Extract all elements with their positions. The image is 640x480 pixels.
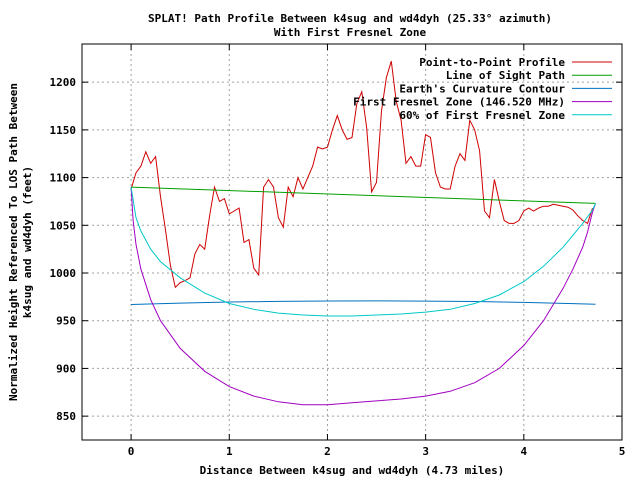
x-tick-label: 3: [422, 445, 429, 458]
legend-label-line-of-sight-path: Line of Sight Path: [446, 69, 565, 82]
legend-label-60-of-first-fresnel-zone: 60% of First Fresnel Zone: [399, 109, 565, 122]
plot-area: [130, 61, 596, 406]
y-tick-label: 850: [56, 410, 76, 423]
grid: [82, 44, 623, 440]
chart-title: SPLAT! Path Profile Between k4sug and wd…: [148, 12, 552, 25]
legend-label-first-fresnel-zone-146-520-mhz: First Fresnel Zone (146.520 MHz): [353, 96, 565, 109]
x-tick-label: 5: [619, 445, 626, 458]
y-tick-label: 1050: [50, 219, 77, 232]
chart-subtitle: With First Fresnel Zone: [274, 26, 427, 39]
series-line-earth-s-curvature-contour: [131, 300, 596, 305]
axis-ticks: 0 1 2 3 4 5 850 900 950 1000 1050 1100 1150 1200: [50, 44, 626, 458]
x-tick-label: 4: [521, 445, 528, 458]
y-tick-label: 1000: [50, 267, 77, 280]
legend-label-point-to-point-profile: Point-to-Point Profile: [419, 56, 565, 69]
y-tick-label: 1150: [50, 124, 77, 137]
legend-label-earth-s-curvature-contour: Earth's Curvature Contour: [399, 82, 565, 95]
x-tick-label: 2: [324, 445, 331, 458]
series-line-point-to-point-profile: [130, 61, 593, 289]
series-line-60-of-first-fresnel-zone: [130, 187, 596, 317]
y-tick-label: 1100: [50, 172, 77, 185]
y-axis-label-line2: k4sug and wd4dyh (feet): [21, 166, 34, 318]
x-tick-label: 0: [128, 445, 135, 458]
y-axis-label-line1: Normalized Height Referenced To LOS Path…: [7, 83, 20, 401]
x-tick-label: 1: [226, 445, 233, 458]
series-line-line-of-sight-path: [131, 186, 596, 204]
y-tick-label: 900: [56, 362, 76, 375]
y-tick-label: 1200: [50, 76, 77, 89]
series-line-first-fresnel-zone-146-520-mhz: [130, 187, 596, 406]
y-tick-label: 950: [56, 315, 76, 328]
plot-frame: [81, 43, 623, 441]
x-axis-label: Distance Between k4sug and wd4dyh (4.73 …: [200, 464, 505, 477]
